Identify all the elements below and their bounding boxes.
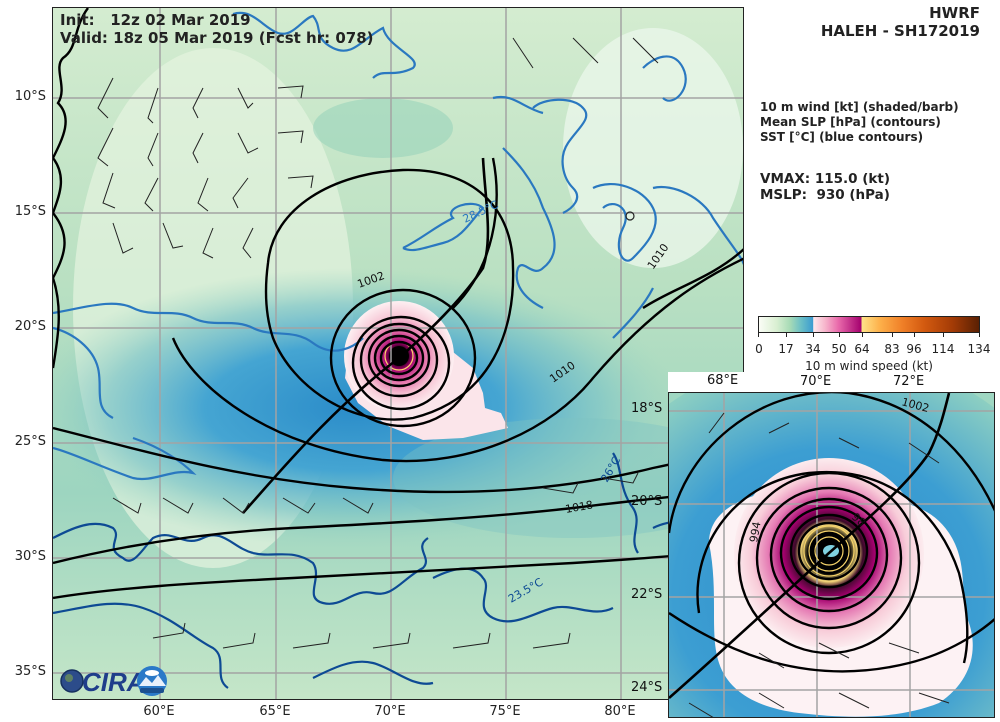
inset-lat-24s: 24°S <box>631 680 663 695</box>
colorbar-tick: 50 <box>831 342 847 356</box>
svg-text:1018: 1018 <box>564 498 594 516</box>
colorbar-tick: 34 <box>805 342 821 356</box>
lat-label-15s: 15°S <box>14 204 46 219</box>
storm-id: HALEH - SH172019 <box>820 22 980 40</box>
inset-lon-68e: 68°E <box>707 373 739 388</box>
legend-wind: 10 m wind [kt] (shaded/barb) <box>760 100 959 114</box>
lon-label-80e: 80°E <box>604 704 636 719</box>
init-time: Init: 12z 02 Mar 2019 <box>60 11 251 29</box>
lon-label-60e: 60°E <box>143 704 175 719</box>
graticule <box>53 8 743 699</box>
colorbar-label: 10 m wind speed (kt) <box>805 359 933 373</box>
lat-label-25s: 25°S <box>14 434 46 449</box>
wind-barbs <box>97 37 659 649</box>
legend-sst: SST [°C] (blue contours) <box>760 130 924 144</box>
lat-label-10s: 10°S <box>14 89 46 104</box>
wind-speed-colorbar <box>758 316 980 333</box>
colorbar-tick: 17 <box>778 342 794 356</box>
legend-slp: Mean SLP [hPa] (contours) <box>760 115 941 129</box>
inset-storm-track <box>669 393 951 699</box>
model-name: HWRF <box>929 4 980 22</box>
colorbar-tick: 114 <box>931 342 955 356</box>
sst-contours <box>53 11 743 481</box>
svg-text:994: 994 <box>747 521 763 544</box>
marker-circle <box>625 211 635 221</box>
lat-label-35s: 35°S <box>14 664 46 679</box>
colorbar-tick: 96 <box>906 342 922 356</box>
lon-label-65e: 65°E <box>259 704 291 719</box>
inset-slp-contours <box>669 393 994 673</box>
colorbar-tick: 64 <box>854 342 870 356</box>
lon-label-70e: 70°E <box>374 704 406 719</box>
inset-lon-70e: 70°E <box>800 374 832 389</box>
lat-label-20s: 20°S <box>14 319 46 334</box>
colorbar-tick: 83 <box>884 342 900 356</box>
inset-lat-22s: 22°S <box>631 587 663 602</box>
inset-label-strip <box>668 372 1000 392</box>
inset-map-canvas: 1002 994 98 <box>669 393 994 717</box>
inset-lat-18s: 18°S <box>631 401 663 416</box>
cira-logo: CIRA <box>60 664 170 698</box>
svg-text:CIRA: CIRA <box>82 667 146 697</box>
inset-lat-20s: 20°S <box>631 494 663 509</box>
inset-lon-72e: 72°E <box>893 374 925 389</box>
inset-map: 1002 994 98 <box>668 392 995 718</box>
valid-time: Valid: 18z 05 Mar 2019 (Fcst hr: 078) <box>60 29 374 47</box>
globe-icon <box>60 669 84 693</box>
colorbar-tick: 0 <box>755 342 763 356</box>
storm-track <box>242 157 490 514</box>
main-map-canvas: 1002 1010 1018 1010 28.5°C 26°C 23.5°C <box>53 8 743 699</box>
inset-wind-barbs <box>688 412 950 717</box>
mslp-value: MSLP: 930 (hPa) <box>760 187 890 203</box>
colorbar-tick: 134 <box>967 342 991 356</box>
lat-label-30s: 30°S <box>14 549 46 564</box>
vmax-value: VMAX: 115.0 (kt) <box>760 171 891 187</box>
main-map: 1002 1010 1018 1010 28.5°C 26°C 23.5°C <box>52 7 744 700</box>
lon-label-75e: 75°E <box>489 704 521 719</box>
